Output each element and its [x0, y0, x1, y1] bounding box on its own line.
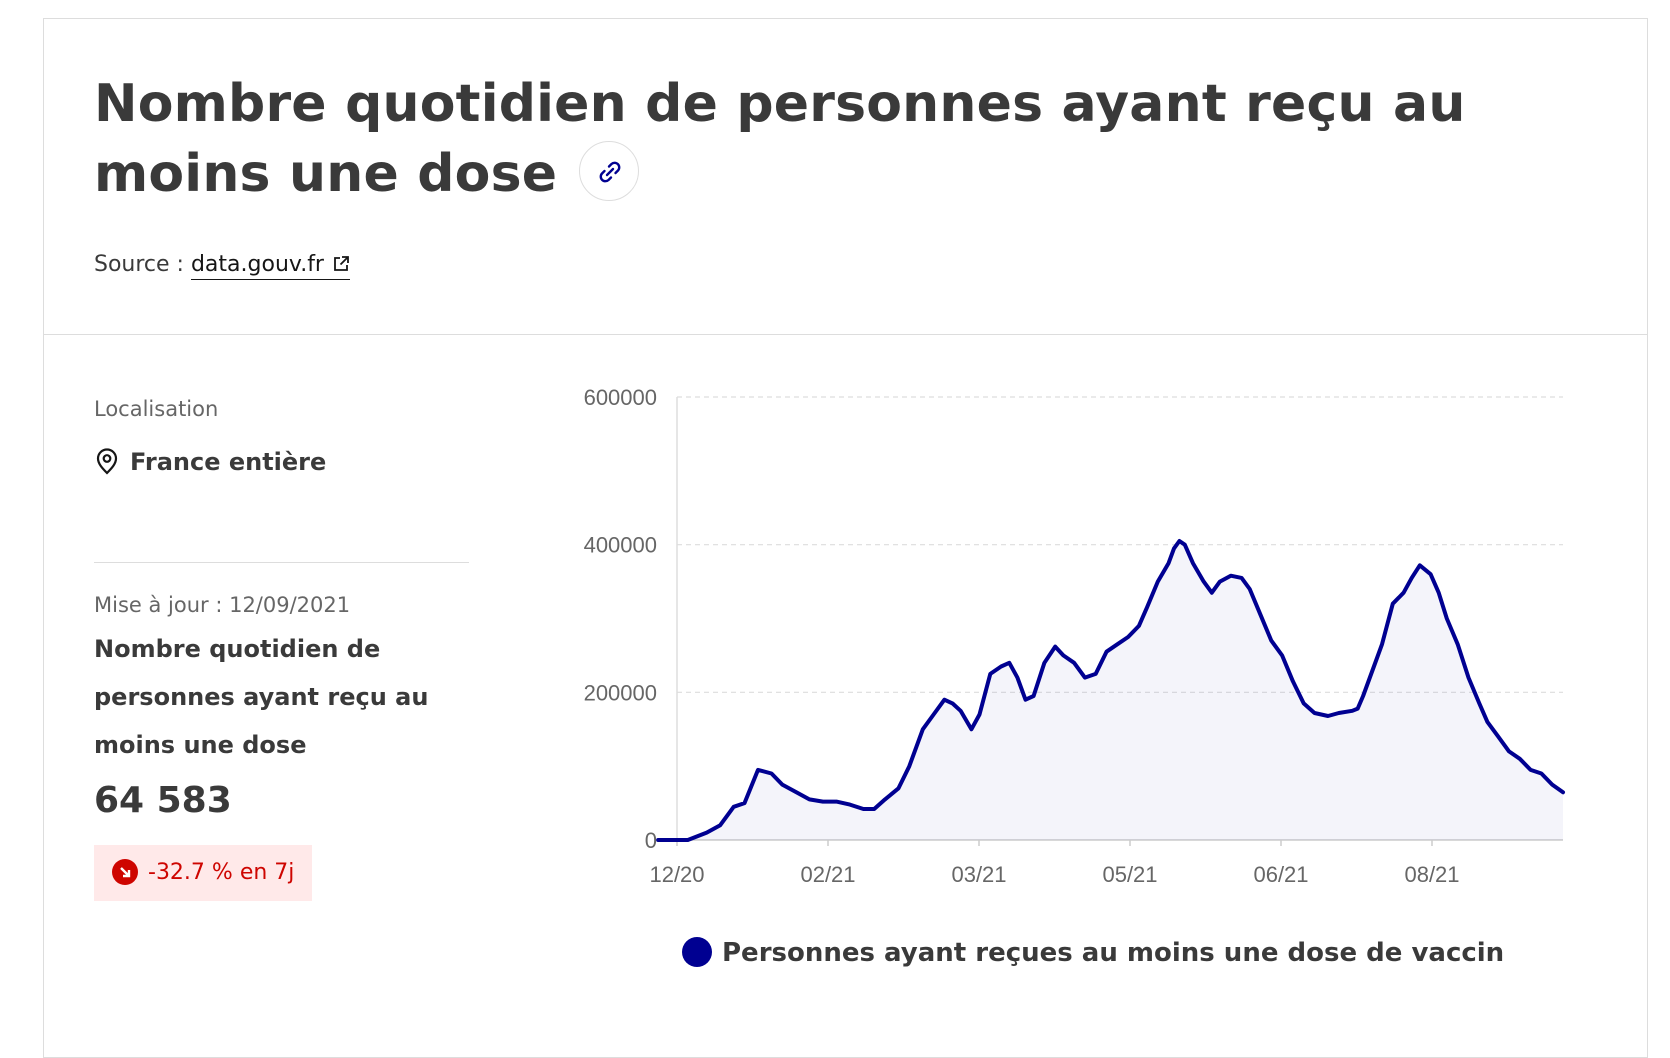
y-tick-label: 200000: [584, 680, 657, 705]
x-tick-label: 02/21: [800, 862, 855, 887]
x-tick-label: 05/21: [1102, 862, 1157, 887]
x-tick-label: 12/20: [649, 862, 704, 887]
x-tick-label: 06/21: [1253, 862, 1308, 887]
series-area: [658, 541, 1563, 840]
x-tick-label: 08/21: [1404, 862, 1459, 887]
x-tick-label: 03/21: [951, 862, 1006, 887]
line-chart: 0 200000 400000 600000 12/20 02/21 03/21 05/21 0…: [0, 0, 1670, 1034]
y-tick-label: 0: [645, 828, 657, 853]
legend-marker: [682, 937, 712, 967]
y-tick-label: 600000: [584, 385, 657, 410]
legend-label: Personnes ayant reçues au moins une dose…: [722, 938, 1504, 968]
y-tick-label: 400000: [584, 533, 657, 558]
